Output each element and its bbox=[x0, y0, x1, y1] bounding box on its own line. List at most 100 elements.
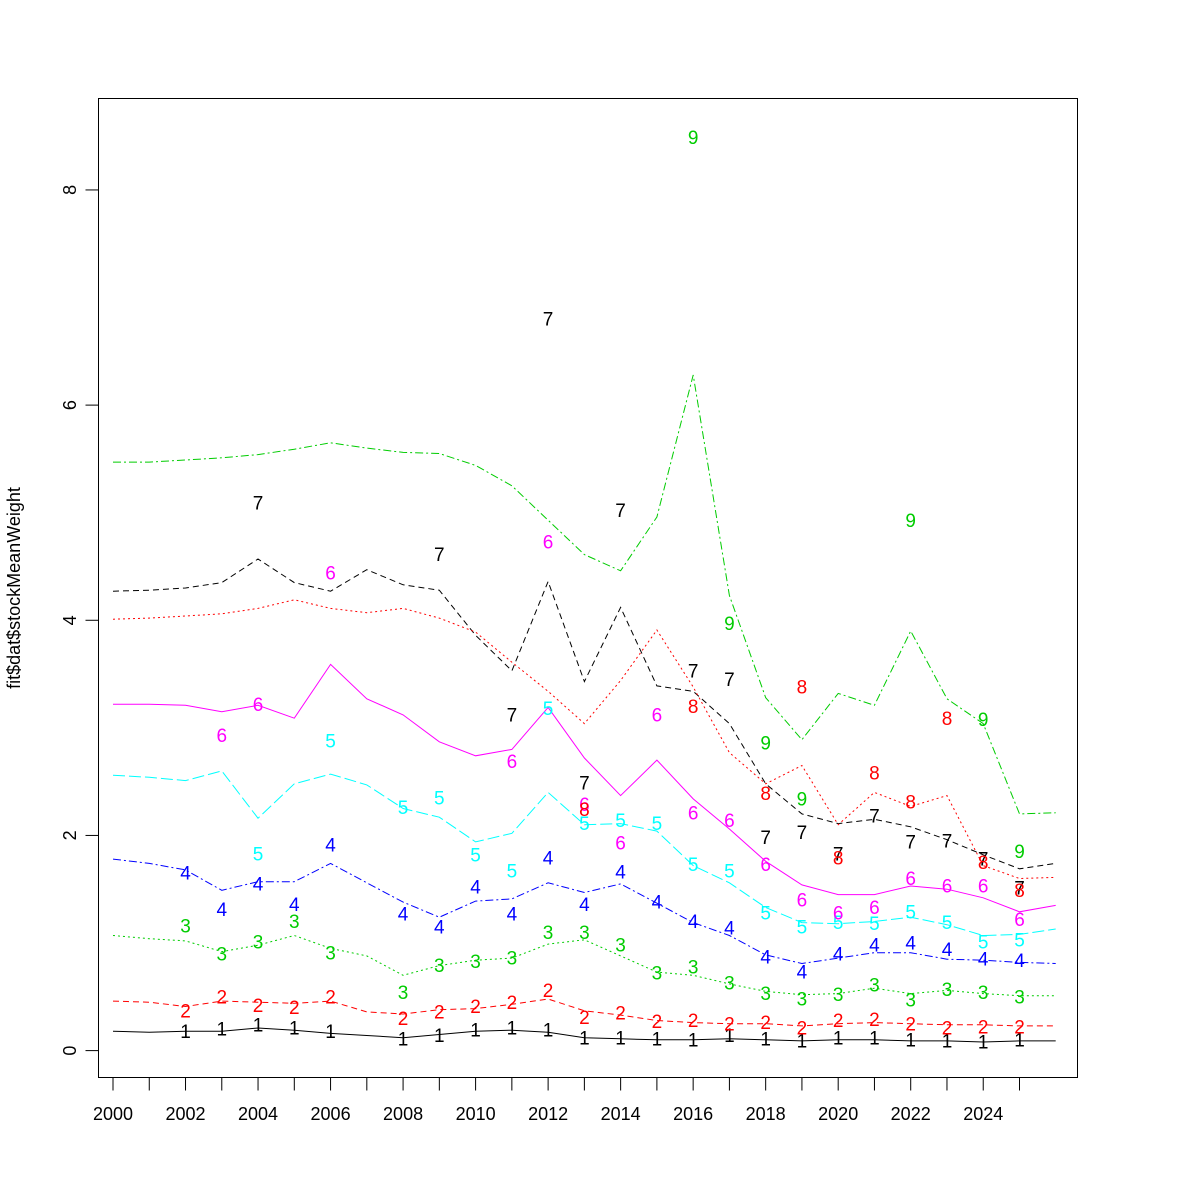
point-label-4: 4 bbox=[398, 905, 409, 926]
point-label-1: 1 bbox=[325, 1022, 336, 1043]
point-label-2: 2 bbox=[615, 1004, 626, 1025]
point-label-6: 6 bbox=[688, 803, 699, 824]
point-label-8: 8 bbox=[797, 678, 808, 699]
point-label-5: 5 bbox=[434, 788, 445, 809]
point-label-4: 4 bbox=[180, 864, 191, 885]
point-label-8: 8 bbox=[688, 697, 699, 718]
point-label-1: 1 bbox=[180, 1022, 191, 1043]
series-line-9 bbox=[113, 374, 1056, 815]
x-tick-label: 2022 bbox=[891, 1104, 931, 1124]
point-label-3: 3 bbox=[905, 991, 916, 1012]
point-label-2: 2 bbox=[869, 1010, 880, 1031]
point-label-6: 6 bbox=[325, 564, 336, 585]
point-label-3: 3 bbox=[470, 952, 481, 973]
point-label-8: 8 bbox=[905, 793, 916, 814]
point-label-1: 1 bbox=[905, 1030, 916, 1051]
point-label-4: 4 bbox=[652, 893, 663, 914]
point-label-5: 5 bbox=[253, 844, 264, 865]
x-tick-label: 2012 bbox=[528, 1104, 568, 1124]
point-label-4: 4 bbox=[325, 836, 336, 857]
point-label-9: 9 bbox=[760, 734, 771, 755]
point-label-1: 1 bbox=[978, 1033, 989, 1054]
point-label-4: 4 bbox=[688, 912, 699, 933]
point-label-8: 8 bbox=[1014, 881, 1025, 902]
point-label-5: 5 bbox=[760, 904, 771, 925]
x-tick-label: 2010 bbox=[456, 1104, 496, 1124]
point-label-7: 7 bbox=[579, 773, 590, 794]
point-label-6: 6 bbox=[1014, 910, 1025, 931]
y-tick-label: 0 bbox=[60, 1046, 80, 1056]
series-line-6 bbox=[113, 663, 1056, 913]
point-label-1: 1 bbox=[724, 1026, 735, 1047]
point-label-3: 3 bbox=[289, 912, 300, 933]
point-label-7: 7 bbox=[615, 501, 626, 522]
point-label-6: 6 bbox=[724, 811, 735, 832]
point-label-1: 1 bbox=[434, 1026, 445, 1047]
point-label-5: 5 bbox=[688, 855, 699, 876]
point-label-3: 3 bbox=[434, 956, 445, 977]
x-tick-label: 2020 bbox=[818, 1104, 858, 1124]
point-label-5: 5 bbox=[507, 862, 518, 883]
axis-layer: 2000 2002 2004 2006 2008 2010 2012 2014 2016 2018… bbox=[60, 185, 1020, 1124]
point-label-6: 6 bbox=[543, 532, 554, 553]
point-label-6: 6 bbox=[652, 706, 663, 727]
series-line-2 bbox=[112, 998, 1056, 1027]
y-tick-label: 4 bbox=[60, 615, 80, 625]
point-label-4: 4 bbox=[289, 895, 300, 916]
point-label-3: 3 bbox=[615, 936, 626, 957]
point-label-3: 3 bbox=[217, 944, 228, 965]
point-label-1: 1 bbox=[760, 1029, 771, 1050]
x-tick-label: 2008 bbox=[383, 1104, 423, 1124]
point-label-4: 4 bbox=[1014, 951, 1025, 972]
point-label-4: 4 bbox=[543, 849, 554, 870]
point-label-1: 1 bbox=[253, 1015, 264, 1036]
point-label-3: 3 bbox=[978, 983, 989, 1004]
point-label-7: 7 bbox=[724, 670, 735, 691]
point-label-5: 5 bbox=[978, 933, 989, 954]
point-label-1: 1 bbox=[579, 1028, 590, 1049]
point-label-2: 2 bbox=[978, 1018, 989, 1039]
point-label-2: 2 bbox=[760, 1013, 771, 1034]
point-label-1: 1 bbox=[289, 1019, 300, 1040]
point-label-4: 4 bbox=[833, 944, 844, 965]
point-label-9: 9 bbox=[1014, 842, 1025, 863]
point-label-2: 2 bbox=[833, 1011, 844, 1032]
point-label-2: 2 bbox=[579, 1008, 590, 1029]
point-label-4: 4 bbox=[615, 863, 626, 884]
point-label-9: 9 bbox=[797, 789, 808, 810]
x-tick-label: 2016 bbox=[673, 1104, 713, 1124]
point-label-7: 7 bbox=[434, 545, 445, 566]
point-label-2: 2 bbox=[434, 1003, 445, 1024]
point-label-3: 3 bbox=[724, 973, 735, 994]
point-label-3: 3 bbox=[942, 980, 953, 1001]
point-label-6: 6 bbox=[797, 891, 808, 912]
point-label-3: 3 bbox=[398, 983, 409, 1004]
x-tick-label: 2000 bbox=[93, 1104, 133, 1124]
series-line-5 bbox=[112, 770, 1056, 937]
point-label-6: 6 bbox=[942, 877, 953, 898]
point-label-4: 4 bbox=[797, 963, 808, 984]
point-label-1: 1 bbox=[543, 1021, 554, 1042]
point-label-7: 7 bbox=[688, 661, 699, 682]
point-label-1: 1 bbox=[797, 1032, 808, 1053]
series-line-1 bbox=[112, 1027, 1056, 1043]
series-line-7 bbox=[112, 558, 1056, 870]
point-label-9: 9 bbox=[978, 710, 989, 731]
point-label-1: 1 bbox=[1014, 1030, 1025, 1051]
point-label-2: 2 bbox=[180, 1001, 191, 1022]
point-label-2: 2 bbox=[942, 1019, 953, 1040]
point-label-7: 7 bbox=[833, 844, 844, 865]
point-label-3: 3 bbox=[833, 985, 844, 1006]
point-label-8: 8 bbox=[760, 784, 771, 805]
point-label-5: 5 bbox=[797, 918, 808, 939]
point-label-3: 3 bbox=[543, 923, 554, 944]
point-label-5: 5 bbox=[905, 902, 916, 923]
point-label-3: 3 bbox=[688, 957, 699, 978]
point-label-7: 7 bbox=[942, 831, 953, 852]
x-tick-label: 2004 bbox=[238, 1104, 278, 1124]
point-label-3: 3 bbox=[652, 964, 663, 985]
series-line-8 bbox=[112, 599, 1056, 880]
point-label-2: 2 bbox=[688, 1011, 699, 1032]
point-label-9: 9 bbox=[724, 614, 735, 635]
